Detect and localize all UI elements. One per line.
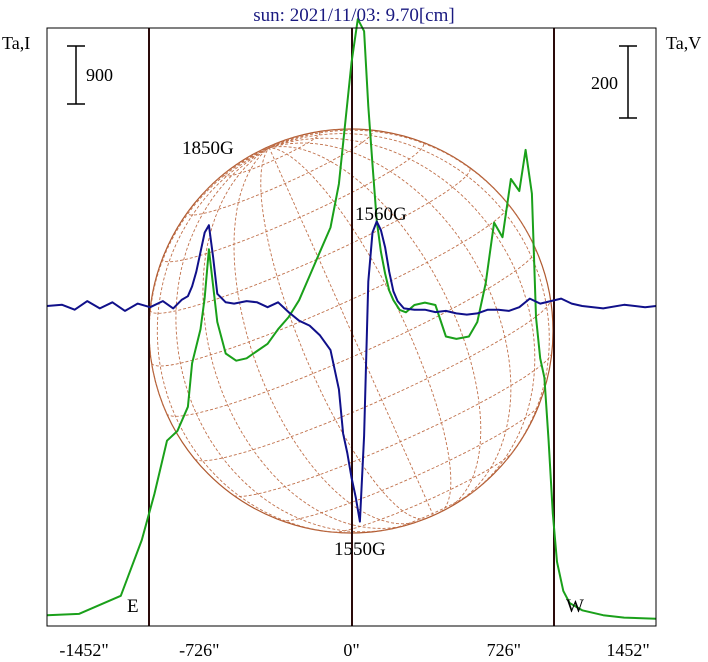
disk-grid-line xyxy=(268,146,270,149)
left-scale-bar-label: 900 xyxy=(86,65,113,85)
disk-grid-line xyxy=(233,147,419,525)
disk-grid-line xyxy=(268,142,279,149)
limb-label-w: W xyxy=(566,596,584,617)
series-line-ta-v xyxy=(46,220,657,523)
field-label: 1850G xyxy=(182,138,234,159)
series-line-ta-i xyxy=(46,18,657,620)
disk-grid-line xyxy=(268,147,434,516)
field-label: 1550G xyxy=(334,539,386,560)
right-axis-label: Ta,V xyxy=(666,33,701,53)
disk-grid-line xyxy=(268,138,290,149)
field-label: 1560G xyxy=(355,204,407,225)
plot-frame xyxy=(46,27,657,627)
disk-grid-line xyxy=(268,144,274,149)
disk-grid-line xyxy=(269,142,512,502)
disk-grid-line xyxy=(194,300,552,462)
disk-grid-line xyxy=(260,147,426,520)
disk-grid-line xyxy=(223,131,321,177)
scale-bars: 900 200 xyxy=(67,45,637,119)
x-tick-label: 726" xyxy=(487,640,521,660)
disk-grid-line xyxy=(269,147,452,513)
x-tick-label: 1452" xyxy=(606,640,649,660)
right-scale-bar-label: 200 xyxy=(591,73,618,93)
x-tick-label: -726" xyxy=(179,640,219,660)
disk-grid-line xyxy=(334,452,513,533)
field-annotations: 1850G 1560G 1550G xyxy=(182,138,407,560)
disk-grid-line xyxy=(263,147,270,150)
disk-grid-line xyxy=(148,147,270,414)
x-axis-ticks: -1452" -726" 0" 726" 1452" xyxy=(59,640,649,660)
limb-label-e: E xyxy=(127,596,139,617)
disk-grid-line xyxy=(187,129,373,216)
disk-grid-line xyxy=(202,147,406,529)
left-axis-label: Ta,I xyxy=(2,33,30,53)
disk-grid-line xyxy=(156,147,345,534)
chart-title: sun: 2021/11/03: 9.70[cm] xyxy=(253,5,454,26)
disk-grid-line xyxy=(269,146,482,509)
x-tick-label: 0" xyxy=(343,640,359,660)
x-tick-label: -1452" xyxy=(59,640,108,660)
